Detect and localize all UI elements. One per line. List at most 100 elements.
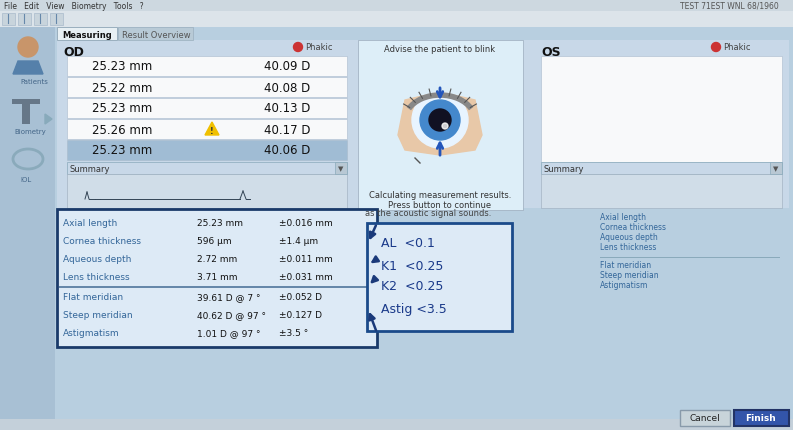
FancyBboxPatch shape [541, 57, 782, 163]
FancyBboxPatch shape [67, 57, 347, 77]
Text: Cornea thickness: Cornea thickness [63, 237, 141, 246]
Text: Steep meridian: Steep meridian [600, 270, 659, 279]
FancyBboxPatch shape [358, 41, 523, 211]
FancyBboxPatch shape [67, 163, 347, 175]
FancyBboxPatch shape [18, 14, 31, 26]
FancyBboxPatch shape [3, 141, 53, 184]
FancyBboxPatch shape [541, 163, 782, 175]
Text: ±3.5 °: ±3.5 ° [279, 329, 308, 338]
Text: Steep meridian: Steep meridian [63, 311, 132, 320]
FancyBboxPatch shape [3, 92, 53, 137]
FancyBboxPatch shape [534, 41, 789, 211]
Text: Result Overview: Result Overview [122, 31, 190, 40]
Text: ±0.127 D: ±0.127 D [279, 311, 322, 320]
Text: 25.26 mm: 25.26 mm [92, 123, 152, 136]
Text: Lens thickness: Lens thickness [600, 243, 657, 252]
FancyBboxPatch shape [67, 120, 347, 140]
Text: Phakic: Phakic [305, 43, 332, 52]
Polygon shape [13, 62, 43, 75]
FancyBboxPatch shape [67, 175, 347, 209]
FancyBboxPatch shape [58, 214, 376, 230]
Text: Summary: Summary [70, 164, 110, 173]
Text: ±0.031 mm: ±0.031 mm [279, 273, 333, 282]
Text: File   Edit   View   Biometry   Tools   ?: File Edit View Biometry Tools ? [4, 1, 144, 10]
Text: Measuring: Measuring [62, 31, 112, 40]
Circle shape [429, 110, 451, 132]
Polygon shape [45, 115, 52, 125]
Text: !: ! [210, 126, 214, 135]
Polygon shape [205, 123, 219, 136]
Text: 25.23 mm: 25.23 mm [92, 102, 152, 115]
Text: 25.23 mm: 25.23 mm [92, 60, 152, 74]
Text: 39.61 D @ 7 °: 39.61 D @ 7 ° [197, 293, 260, 302]
FancyBboxPatch shape [58, 286, 376, 302]
FancyBboxPatch shape [55, 28, 793, 422]
FancyBboxPatch shape [734, 410, 789, 426]
FancyBboxPatch shape [57, 41, 537, 211]
Text: 25.22 mm: 25.22 mm [92, 81, 152, 94]
Text: Aqueous depth: Aqueous depth [600, 233, 657, 242]
Text: Axial length: Axial length [63, 219, 117, 228]
Text: Summary: Summary [544, 164, 584, 173]
FancyBboxPatch shape [335, 163, 347, 175]
Text: TEST 71EST WNL 68/1960: TEST 71EST WNL 68/1960 [680, 1, 779, 10]
Text: 25.23 mm: 25.23 mm [92, 144, 152, 157]
Text: Press button to continue: Press button to continue [389, 200, 492, 209]
FancyBboxPatch shape [57, 28, 117, 41]
Text: 596 μm: 596 μm [197, 237, 232, 246]
Circle shape [18, 38, 38, 58]
Polygon shape [398, 93, 482, 156]
FancyBboxPatch shape [58, 249, 376, 266]
FancyBboxPatch shape [0, 28, 55, 427]
FancyBboxPatch shape [59, 286, 375, 288]
Text: 40.13 D: 40.13 D [264, 102, 310, 115]
Text: Flat meridian: Flat meridian [63, 293, 123, 302]
Text: ▼: ▼ [338, 166, 343, 172]
Text: ▼: ▼ [773, 166, 779, 172]
Text: 40.17 D: 40.17 D [264, 123, 310, 136]
Text: Calculating measurement results.: Calculating measurement results. [369, 191, 511, 200]
Text: ±0.052 D: ±0.052 D [279, 293, 322, 302]
FancyBboxPatch shape [0, 419, 793, 430]
FancyBboxPatch shape [50, 14, 63, 26]
FancyBboxPatch shape [680, 410, 730, 426]
Text: Lens thickness: Lens thickness [63, 273, 129, 282]
FancyBboxPatch shape [34, 14, 47, 26]
FancyBboxPatch shape [67, 141, 347, 161]
FancyBboxPatch shape [0, 12, 793, 28]
Text: Astigmatism: Astigmatism [600, 280, 649, 289]
Text: Flat meridian: Flat meridian [600, 260, 651, 269]
FancyBboxPatch shape [67, 99, 347, 119]
Text: 40.62 D @ 97 °: 40.62 D @ 97 ° [197, 311, 266, 320]
Text: Advise the patient to blink: Advise the patient to blink [385, 46, 496, 54]
FancyBboxPatch shape [541, 175, 782, 209]
Text: as the acoustic signal sounds.: as the acoustic signal sounds. [365, 208, 492, 217]
Text: 40.09 D: 40.09 D [264, 60, 310, 74]
Text: Patients: Patients [20, 79, 48, 85]
Circle shape [420, 101, 460, 141]
Text: Astigmatism: Astigmatism [63, 329, 120, 338]
FancyBboxPatch shape [58, 321, 376, 338]
FancyBboxPatch shape [22, 105, 30, 125]
Text: Cornea thickness: Cornea thickness [600, 223, 666, 232]
Text: K1  <0.25: K1 <0.25 [381, 259, 443, 272]
FancyBboxPatch shape [57, 209, 377, 347]
FancyBboxPatch shape [770, 163, 782, 175]
Text: Cancel: Cancel [690, 414, 720, 423]
Circle shape [711, 43, 721, 52]
Text: OS: OS [541, 46, 561, 58]
Text: 1.01 D @ 97 °: 1.01 D @ 97 ° [197, 329, 260, 338]
Text: OD: OD [63, 46, 84, 58]
Text: ±0.016 mm: ±0.016 mm [279, 219, 333, 228]
Text: ±0.011 mm: ±0.011 mm [279, 255, 333, 264]
Text: 25.23 mm: 25.23 mm [197, 219, 243, 228]
Circle shape [412, 93, 468, 149]
Text: Astig <3.5: Astig <3.5 [381, 303, 446, 316]
FancyBboxPatch shape [2, 14, 15, 26]
Text: IOL: IOL [20, 177, 31, 183]
FancyBboxPatch shape [367, 224, 512, 331]
Text: ±1.4 μm: ±1.4 μm [279, 237, 318, 246]
FancyBboxPatch shape [118, 28, 193, 41]
Text: Phakic: Phakic [723, 43, 750, 52]
Text: Aqueous depth: Aqueous depth [63, 255, 132, 264]
